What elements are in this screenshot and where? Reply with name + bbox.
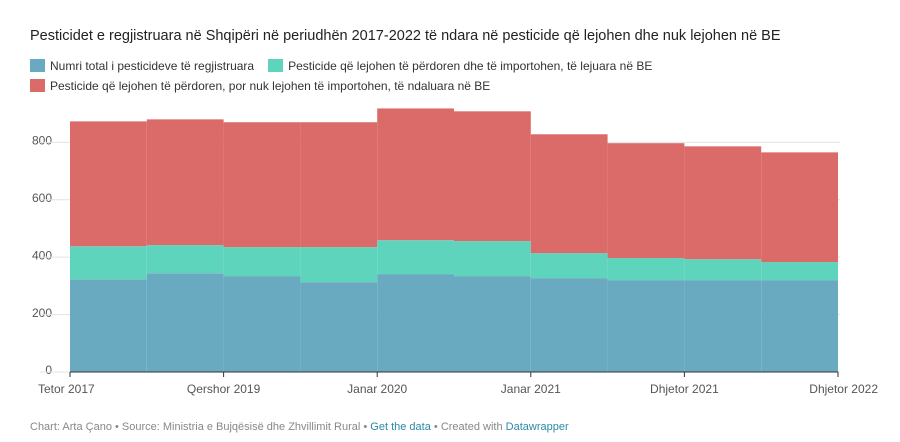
area-step — [300, 122, 378, 248]
area-step — [377, 240, 454, 275]
legend-swatch — [268, 59, 284, 72]
area-step — [223, 276, 301, 372]
legend-item: Numri total i pesticideve të regjistruar… — [30, 59, 254, 73]
area-step — [377, 108, 454, 241]
x-tick-label: Dhjetor 2021 — [650, 382, 719, 396]
legend-swatch — [30, 79, 45, 92]
legend-item: Pesticide që lejohen të përdoren, por nu… — [30, 79, 490, 93]
brand-link[interactable]: Datawrapper — [505, 421, 569, 433]
area-step — [223, 122, 301, 248]
area-step — [70, 279, 147, 372]
legend-label: Numri total i pesticideve të regjistruar… — [50, 59, 255, 73]
area-step — [607, 143, 685, 259]
area-step — [761, 280, 838, 372]
area-step — [607, 258, 685, 281]
y-tick-label: 400 — [32, 248, 52, 262]
y-tick-label: 600 — [32, 191, 52, 205]
legend-label: Pesticide që lejohen të përdoren dhe të … — [288, 59, 653, 73]
area-step — [70, 246, 147, 280]
area-step — [146, 273, 224, 372]
chart-title: Pesticidet e regjistruara në Shqipëri në… — [30, 28, 781, 44]
footer: Chart: Arta Çano • Source: Ministria e B… — [30, 421, 569, 433]
x-tick-label: Tetor 2017 — [38, 382, 95, 396]
x-tick-label: Janar 2020 — [347, 382, 407, 396]
legend-swatch — [30, 59, 45, 72]
x-tick-label: Qershor 2019 — [187, 382, 261, 396]
area-step — [684, 280, 762, 372]
y-tick-label: 0 — [45, 363, 52, 377]
area-step — [454, 276, 531, 372]
area-step — [684, 146, 762, 260]
y-tick-label: 200 — [32, 306, 52, 320]
area-step — [377, 274, 454, 372]
area-step — [530, 134, 608, 254]
area-step — [300, 247, 378, 283]
legend-item: Pesticide që lejohen të përdoren dhe të … — [268, 59, 652, 73]
legend-label: Pesticide që lejohen të përdoren, por nu… — [50, 79, 491, 93]
area-step — [146, 119, 224, 246]
area-step — [300, 282, 378, 372]
created: • Created with — [433, 421, 503, 433]
legend: Numri total i pesticideve të regjistruar… — [30, 59, 850, 99]
credit: Chart: Arta Çano • Source: Ministria e B… — [30, 421, 368, 433]
x-tick-label: Dhjetor 2022 — [809, 382, 878, 396]
y-tick-label: 800 — [32, 133, 52, 147]
area-step — [530, 278, 608, 372]
area-step — [146, 245, 224, 274]
area-step — [761, 262, 838, 281]
area-step — [223, 247, 301, 277]
area-step — [70, 121, 147, 247]
area-step — [684, 259, 762, 281]
area-step — [761, 152, 838, 263]
area-step — [530, 253, 608, 279]
data-link[interactable]: Get the data — [370, 421, 431, 433]
area-step — [607, 280, 685, 372]
area-step — [454, 241, 531, 277]
area-step — [454, 111, 531, 242]
x-tick-label: Janar 2021 — [501, 382, 561, 396]
